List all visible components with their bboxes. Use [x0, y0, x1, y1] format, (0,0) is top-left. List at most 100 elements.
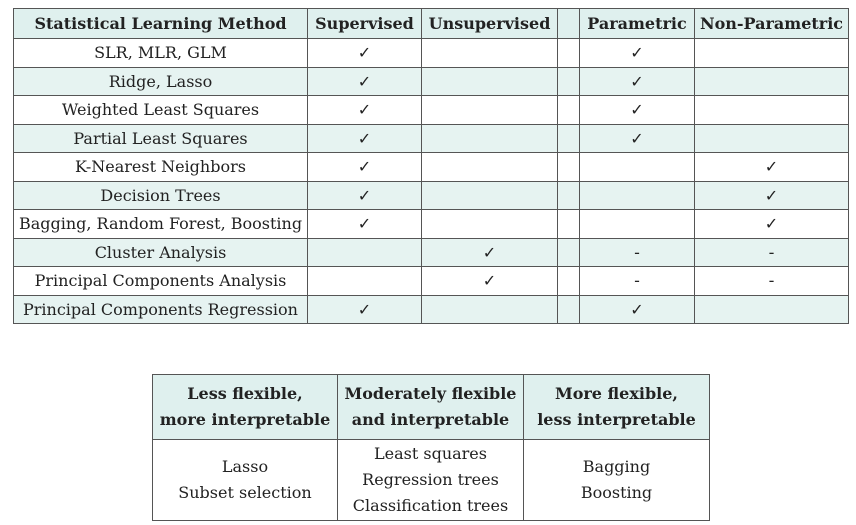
method-row: Principal Components Analysis ✓ - -	[13, 266, 849, 296]
supervised-cell	[307, 266, 422, 296]
parametric-cell: ✓	[579, 95, 695, 125]
nonparametric-cell	[694, 95, 849, 125]
method-row: Partial Least Squares ✓ ✓	[13, 123, 849, 153]
nonparametric-cell: ✓	[694, 180, 849, 210]
method-name-cell: Ridge, Lasso	[13, 66, 308, 96]
parametric-cell: ✓	[579, 123, 695, 153]
method-name-cell: SLR, MLR, GLM	[13, 38, 308, 68]
nonparametric-cell: -	[694, 266, 849, 296]
nonparametric-cell	[694, 294, 849, 324]
header-nonparametric: Non-Parametric	[694, 8, 849, 39]
method-item: Boosting	[580, 483, 653, 502]
method-row: Decision Trees ✓ ✓	[13, 180, 849, 210]
method-name-cell: Partial Least Squares	[13, 123, 308, 153]
method-row: SLR, MLR, GLM ✓ ✓	[13, 38, 849, 68]
header-method: Statistical Learning Method	[13, 8, 308, 39]
method-row: Ridge, Lasso ✓ ✓	[13, 66, 849, 96]
unsupervised-cell	[421, 180, 558, 210]
spacer-cell	[557, 66, 580, 96]
nonparametric-cell: ✓	[694, 209, 849, 239]
header-more-flexible: More flexible, less interpretable	[523, 374, 710, 440]
header-less-flexible: Less flexible, more interpretable	[152, 374, 338, 440]
unsupervised-cell: ✓	[421, 237, 558, 267]
spacer-cell	[557, 209, 580, 239]
method-name-cell: Principal Components Regression	[13, 294, 308, 324]
cell-less-flexible: Lasso Subset selection	[152, 439, 338, 521]
unsupervised-cell: ✓	[421, 266, 558, 296]
parametric-cell	[579, 209, 695, 239]
method-name-cell: Principal Components Analysis	[13, 266, 308, 296]
flexibility-table: Less flexible, more interpretable Modera…	[152, 374, 710, 521]
cell-more-flexible: Bagging Boosting	[523, 439, 710, 521]
supervised-cell: ✓	[307, 209, 422, 239]
supervised-cell: ✓	[307, 294, 422, 324]
methods-header-row: Statistical Learning Method Supervised U…	[13, 8, 849, 39]
parametric-cell: ✓	[579, 294, 695, 324]
parametric-cell	[579, 180, 695, 210]
method-name-cell: K-Nearest Neighbors	[13, 152, 308, 182]
unsupervised-cell	[421, 66, 558, 96]
nonparametric-cell	[694, 38, 849, 68]
method-item: Bagging	[582, 457, 651, 476]
spacer-cell	[557, 180, 580, 210]
header-moderately-flexible: Moderately flexible and interpretable	[337, 374, 524, 440]
supervised-cell: ✓	[307, 152, 422, 182]
spacer-cell	[557, 152, 580, 182]
unsupervised-cell	[421, 152, 558, 182]
nonparametric-cell	[694, 66, 849, 96]
supervised-cell	[307, 237, 422, 267]
header-unsupervised: Unsupervised	[421, 8, 558, 39]
header-supervised: Supervised	[307, 8, 422, 39]
header-line: Less flexible,	[187, 384, 303, 403]
cell-moderately-flexible: Least squares Regression trees Classific…	[337, 439, 524, 521]
supervised-cell: ✓	[307, 38, 422, 68]
unsupervised-cell	[421, 294, 558, 324]
spacer-cell	[557, 123, 580, 153]
method-name-cell: Bagging, Random Forest, Boosting	[13, 209, 308, 239]
unsupervised-cell	[421, 209, 558, 239]
parametric-cell: -	[579, 266, 695, 296]
methods-table: Statistical Learning Method Supervised U…	[13, 8, 849, 324]
flexibility-body-row: Lasso Subset selection Least squares Reg…	[152, 439, 710, 521]
spacer-cell	[557, 95, 580, 125]
supervised-cell: ✓	[307, 66, 422, 96]
header-line: Moderately flexible	[344, 384, 517, 403]
method-row: K-Nearest Neighbors ✓ ✓	[13, 152, 849, 182]
method-row: Bagging, Random Forest, Boosting ✓ ✓	[13, 209, 849, 239]
method-row: Principal Components Regression ✓ ✓	[13, 294, 849, 324]
method-name-cell: Cluster Analysis	[13, 237, 308, 267]
header-spacer	[557, 8, 580, 39]
spacer-cell	[557, 237, 580, 267]
supervised-cell: ✓	[307, 180, 422, 210]
spacer-cell	[557, 266, 580, 296]
unsupervised-cell	[421, 38, 558, 68]
parametric-cell: ✓	[579, 38, 695, 68]
header-parametric: Parametric	[579, 8, 695, 39]
method-row: Cluster Analysis ✓ - -	[13, 237, 849, 267]
parametric-cell: -	[579, 237, 695, 267]
parametric-cell	[579, 152, 695, 182]
nonparametric-cell	[694, 123, 849, 153]
method-item: Regression trees	[362, 470, 499, 489]
methods-body: SLR, MLR, GLM ✓ ✓ Ridge, Lasso ✓ ✓ Weighted Le…	[13, 38, 849, 324]
spacer-cell	[557, 294, 580, 324]
flexibility-header-row: Less flexible, more interpretable Modera…	[152, 374, 710, 440]
header-line: less interpretable	[537, 410, 696, 429]
unsupervised-cell	[421, 123, 558, 153]
method-name-cell: Decision Trees	[13, 180, 308, 210]
spacer-cell	[557, 38, 580, 68]
method-row: Weighted Least Squares ✓ ✓	[13, 95, 849, 125]
supervised-cell: ✓	[307, 95, 422, 125]
method-item: Lasso	[221, 457, 269, 476]
parametric-cell: ✓	[579, 66, 695, 96]
header-line: and interpretable	[351, 410, 510, 429]
unsupervised-cell	[421, 95, 558, 125]
method-item: Least squares	[374, 444, 487, 463]
method-item: Subset selection	[178, 483, 312, 502]
nonparametric-cell: -	[694, 237, 849, 267]
supervised-cell: ✓	[307, 123, 422, 153]
method-item: Classification trees	[352, 496, 509, 515]
header-line: More flexible,	[554, 384, 678, 403]
method-name-cell: Weighted Least Squares	[13, 95, 308, 125]
nonparametric-cell: ✓	[694, 152, 849, 182]
